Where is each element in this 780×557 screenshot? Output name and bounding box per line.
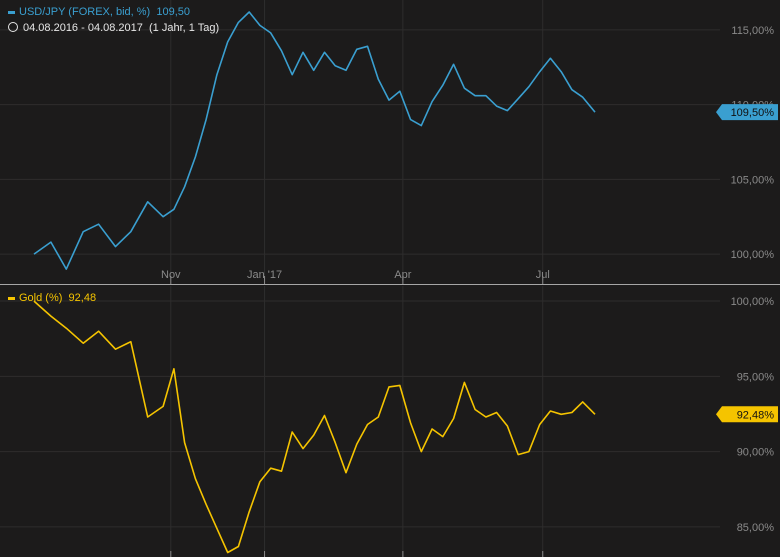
series2-header: Gold (%) 92,48 <box>8 292 96 304</box>
gold-series-line <box>33 300 596 554</box>
series1-legend-swatch <box>8 10 15 14</box>
range-detail: (1 Jahr, 1 Tag) <box>149 22 220 34</box>
series2-legend-swatch <box>8 296 15 300</box>
x-tick-label-0: Nov <box>161 269 181 281</box>
gold-y-tick-label-0: 85,00% <box>737 522 775 534</box>
usdjpy-y-tick-label-3: 115,00% <box>731 25 774 37</box>
usdjpy-last-value-tag <box>716 104 778 121</box>
gold-y-tick-label-1: 90,00% <box>737 447 775 459</box>
gold-last-value-tag <box>716 406 778 423</box>
usdjpy-y-tick-label-1: 105,00% <box>731 174 775 186</box>
series1-label: USD/JPY (FOREX, bid, %) <box>19 6 151 18</box>
range-header: 04.08.2016 - 04.08.2017 (1 Jahr, 1 Tag) <box>8 22 219 34</box>
usdjpy-y-tick-label-0: 100,00% <box>731 249 775 261</box>
date-range: 04.08.2016 - 04.08.2017 <box>23 22 143 34</box>
series1-value: 109,50 <box>156 6 190 18</box>
gold-last-value-label: 92,48% <box>737 409 775 421</box>
usdjpy-series-line <box>33 11 596 270</box>
series2-label: Gold (%) <box>19 292 63 304</box>
x-tick-label-2: Apr <box>394 269 411 281</box>
x-tick-label-1: Jan '17 <box>247 269 282 281</box>
gold-y-tick-label-3: 100,00% <box>731 296 775 308</box>
series1-header: USD/JPY (FOREX, bid, %) 109,50 <box>8 6 190 18</box>
series2-value: 92,48 <box>68 292 97 304</box>
gold-y-tick-label-2: 95,00% <box>737 371 775 383</box>
x-tick-label-3: Jul <box>536 269 550 281</box>
usdjpy-last-value-label: 109,50% <box>731 107 775 119</box>
clock-icon <box>8 22 18 32</box>
